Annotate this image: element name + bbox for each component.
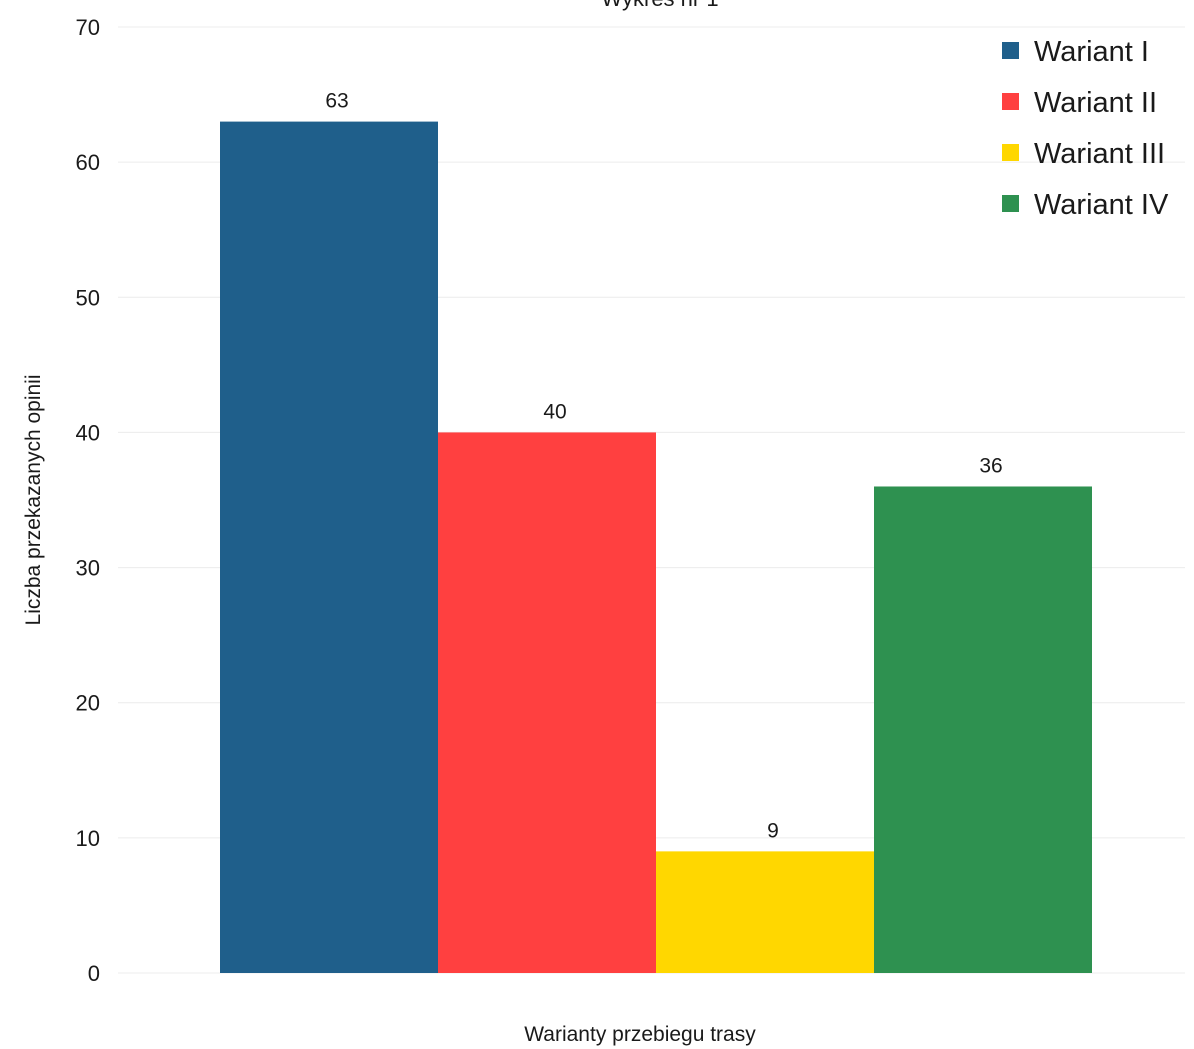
bar-1 (220, 121, 438, 974)
legend-label: Wariant IV (1034, 189, 1169, 221)
data-labels: 63 40 9 36 (325, 90, 1002, 843)
y-tick-label: 10 (76, 826, 100, 851)
legend-swatch (1002, 144, 1019, 161)
y-tick-label: 60 (76, 150, 100, 175)
legend-label: Wariant II (1034, 87, 1157, 119)
y-tick-label: 20 (76, 691, 100, 716)
y-tick-label: 70 (76, 15, 100, 40)
legend-swatch (1002, 195, 1019, 212)
y-axis-label: Liczba przekazanych opinii (22, 375, 45, 626)
chart-title: Wykres nr 1 (601, 0, 718, 11)
legend-swatch (1002, 93, 1019, 110)
legend-swatch (1002, 42, 1019, 59)
y-tick-label: 50 (76, 285, 100, 310)
bar-value-label: 40 (543, 400, 566, 423)
bar-value-label: 63 (325, 90, 348, 113)
legend-label: Wariant I (1034, 36, 1149, 68)
bar-value-label: 9 (767, 819, 779, 842)
y-tick-label: 0 (88, 961, 100, 986)
y-tick-label: 40 (76, 420, 100, 445)
y-tick-label: 30 (76, 556, 100, 581)
bar-value-label: 36 (979, 454, 1002, 477)
legend: Wariant I Wariant II Wariant III Wariant IV (1002, 36, 1169, 221)
bar-2 (438, 432, 656, 973)
legend-label: Wariant III (1034, 138, 1165, 170)
bar-3 (656, 851, 874, 973)
y-axis-ticks: 0 10 20 30 40 50 60 70 (76, 15, 100, 986)
x-axis-label: Warianty przebiegu trasy (524, 1023, 756, 1046)
bars (220, 121, 1092, 974)
bar-4 (874, 486, 1092, 973)
